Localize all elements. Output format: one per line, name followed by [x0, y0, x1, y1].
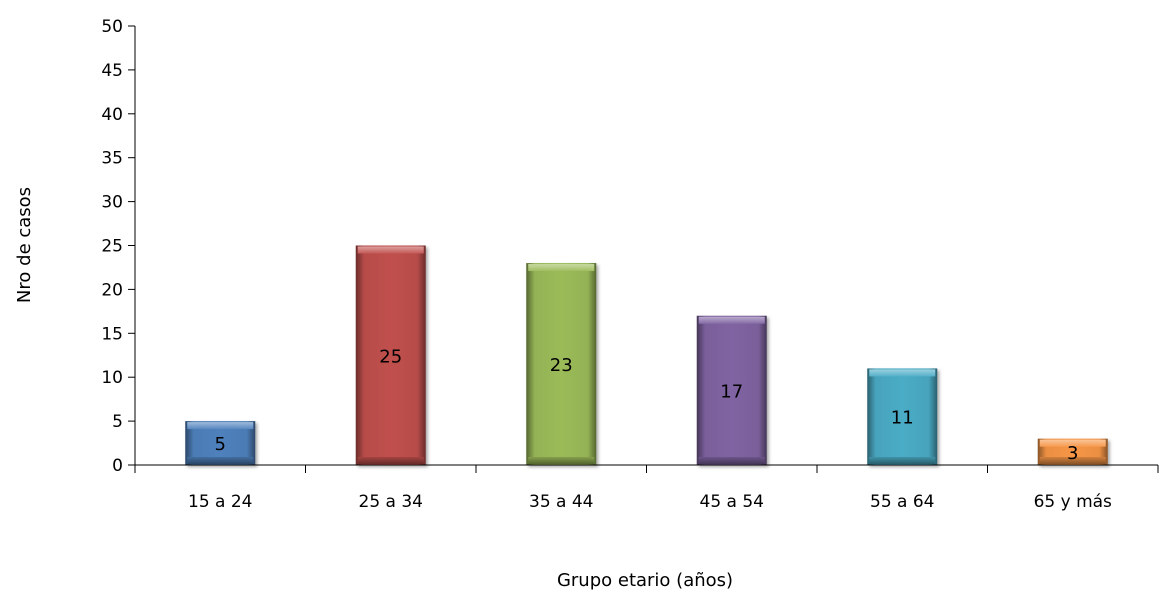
y-tick-label: 5 — [112, 412, 123, 432]
bars-group — [185, 245, 1108, 465]
x-tick-label: 15 a 24 — [188, 492, 253, 512]
x-axis-ticks: 15 a 24 25 a 34 35 a 44 45 a 54 55 a 64 65 y … — [134, 465, 1159, 512]
data-labels-group: 5 25 23 17 11 3 — [215, 346, 1079, 464]
y-tick-label: 45 — [101, 61, 123, 81]
y-tick-label: 10 — [101, 368, 123, 388]
data-label: 11 — [891, 408, 914, 429]
y-tick-label: 25 — [101, 237, 123, 257]
y-tick-label: 15 — [101, 324, 123, 344]
bar-body — [867, 368, 938, 465]
data-label: 25 — [379, 346, 402, 367]
bar-body — [526, 263, 597, 465]
y-tick-label: 50 — [101, 17, 123, 37]
bar-bottom-bevel — [869, 457, 936, 464]
y-tick-label: 0 — [112, 456, 123, 476]
data-label: 17 — [720, 381, 743, 402]
bar-top-bevel — [187, 422, 254, 430]
x-tick-label: 55 a 64 — [870, 492, 935, 512]
bar — [185, 421, 256, 465]
y-tick-label: 30 — [101, 193, 123, 213]
bar — [1037, 438, 1108, 465]
y-axis-title: Nro de casos — [14, 187, 35, 303]
data-label: 3 — [1067, 443, 1078, 464]
bar-top-bevel — [869, 369, 936, 377]
bar-bottom-bevel — [528, 457, 595, 464]
bar — [355, 245, 426, 465]
bar-bottom-bevel — [1039, 457, 1106, 464]
y-tick-label: 35 — [101, 149, 123, 169]
bar-top-bevel — [528, 264, 595, 272]
data-label: 5 — [215, 434, 226, 455]
bar — [867, 368, 938, 465]
y-tick-label: 20 — [101, 280, 123, 300]
bar-top-bevel — [357, 246, 424, 254]
x-tick-label: 25 a 34 — [359, 492, 424, 512]
bar-top-bevel — [1039, 439, 1106, 447]
bar-top-bevel — [698, 316, 765, 324]
bar — [696, 315, 767, 465]
bar — [526, 263, 597, 465]
y-axis-ticks: 0 5 10 15 20 25 30 35 40 45 50 — [101, 17, 135, 476]
bar-bottom-bevel — [698, 457, 765, 464]
x-tick-label: 45 a 54 — [700, 492, 765, 512]
bar-body — [355, 245, 426, 465]
x-tick-label: 65 y más — [1034, 492, 1112, 512]
x-axis-title: Grupo etario (años) — [557, 570, 733, 591]
data-label: 23 — [550, 355, 573, 376]
y-tick-label: 40 — [101, 105, 123, 125]
bar-body — [696, 315, 767, 465]
x-tick-label: 35 a 44 — [529, 492, 594, 512]
bar-bottom-bevel — [187, 457, 254, 464]
bar-bottom-bevel — [357, 457, 424, 464]
